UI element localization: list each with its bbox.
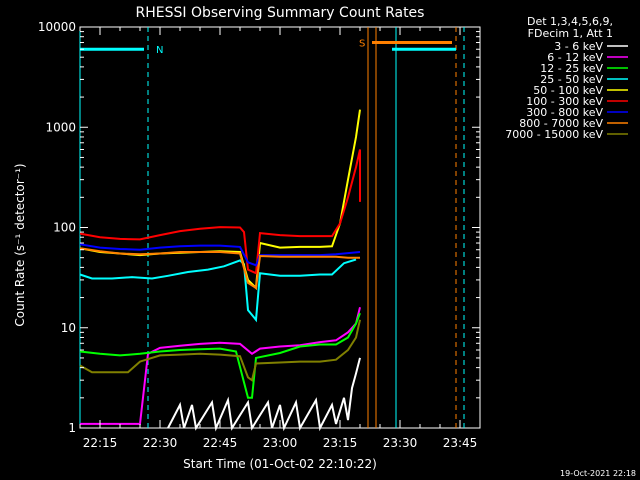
legend: Det 1,3,4,5,6,9,FDecim 1, Att 13 - 6 keV… [505,15,628,141]
x-tick-label: 22:30 [143,436,178,450]
x-tick-label: 23:30 [383,436,418,450]
y-tick-label: 1 [68,421,76,435]
series-line [80,307,361,425]
legend-header-line: FDecim 1, Att 1 [528,27,613,40]
legend-entry-label: 50 - 100 keV [533,84,603,97]
y-tick-label: 100 [53,221,76,235]
plot-border [79,26,481,429]
legend-entry-label: 7000 - 15000 keV [505,128,603,141]
annotations: NS [79,27,465,428]
chart-title: RHESSI Observing Summary Count Rates [136,5,425,21]
series-line [79,319,361,382]
series-line [79,149,361,275]
x-tick-label: 23:00 [263,436,298,450]
legend-entry-label: 100 - 300 keV [526,95,603,108]
x-axis-ticks: 22:15 22:30 22:45 23:00 23:15 23:30 23:45 [79,27,481,450]
x-tick-label: 22:45 [203,436,238,450]
legend-entry-label: 300 - 800 keV [526,106,603,119]
y-tick-label: 10 [61,321,76,335]
series-line [79,258,357,323]
y-tick-label: 1000 [45,120,76,134]
legend-header-line: Det 1,3,4,5,6,9, [527,15,613,28]
legend-entry-label: 12 - 25 keV [540,62,603,75]
x-axis-label: Start Time (01-Oct-02 22:10:22) [183,457,377,471]
x-tick-label: 23:15 [323,436,358,450]
y-axis-ticks: 1 10 100 1000 10000 [38,20,480,435]
legend-entry-label: 25 - 50 keV [540,73,603,86]
timestamp: 19-Oct-2021 22:18 [560,469,636,478]
series-line [79,247,360,290]
series-line [79,312,361,399]
y-tick-label: 10000 [38,20,76,34]
series-lines [79,109,361,432]
flag-label: S [359,39,365,50]
flag-label: N [156,45,163,56]
series-line [79,243,361,267]
legend-entry-label: 6 - 12 keV [547,51,603,64]
series-line [167,357,361,432]
plot-frame [79,26,481,429]
y-axis-label: Count Rate (s⁻¹ detector⁻¹) [13,163,27,326]
x-tick-label: 23:45 [443,436,478,450]
x-tick-label: 22:15 [83,436,118,450]
legend-entry-label: 800 - 7000 keV [519,117,603,130]
series-line [79,109,361,291]
legend-entry-label: 3 - 6 keV [554,40,603,53]
